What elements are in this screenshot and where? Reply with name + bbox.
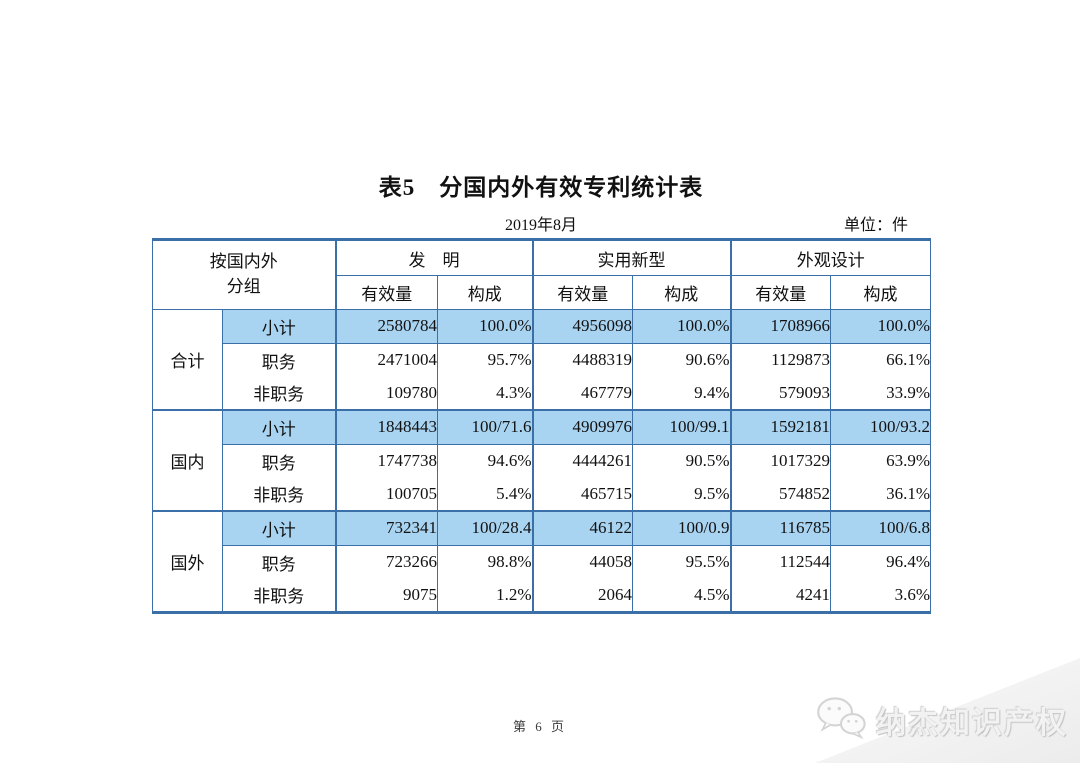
value-cell: 112544 (729, 544, 831, 579)
value-cell: 44058 (531, 544, 633, 579)
percent-cell: 33.9% (830, 376, 931, 411)
percent-cell: 98.8% (437, 544, 533, 579)
column-group-design: 外观设计 (729, 239, 931, 276)
percent-cell: 90.6% (632, 342, 731, 377)
value-cell: 4241 (729, 578, 831, 614)
header-row-subcolumns: 有效量 构成 有效量 构成 有效量 构成 (153, 275, 931, 310)
percent-cell: 4.3% (437, 376, 533, 411)
value-cell: 723266 (334, 544, 438, 579)
table-caption-row: 2019年8月 单位：件 (152, 211, 930, 237)
corner-header: 按国内外 分组 (152, 239, 336, 310)
column-group-invention: 发 明 (334, 239, 533, 276)
value-cell: 2064 (531, 578, 633, 614)
percent-cell: 100/93.2 (830, 409, 931, 445)
group-label-domestic: 国内 (152, 409, 223, 512)
row-label: 职务 (222, 443, 336, 478)
table-row-service: 职务 1747738 94.6% 4444261 90.5% 1017329 6… (153, 443, 931, 478)
table-row-service: 职务 723266 98.8% 44058 95.5% 112544 96.4% (153, 544, 931, 579)
value-cell: 1708966 (729, 309, 831, 344)
percent-cell: 100/0.9 (632, 510, 731, 546)
header-row-groups: 按国内外 分组 发 明 实用新型 外观设计 (152, 239, 931, 310)
percent-cell: 3.6% (830, 578, 931, 614)
column-header-composition: 构成 (830, 275, 931, 310)
unit-label: 单位：件 (843, 217, 908, 234)
percent-cell: 90.5% (632, 443, 731, 478)
percent-cell: 100/71.6 (437, 409, 533, 445)
percent-cell: 66.1% (830, 342, 931, 377)
wechat-logo-icon (814, 694, 868, 745)
percent-cell: 95.7% (437, 342, 533, 377)
row-label: 非职务 (222, 578, 336, 614)
watermark-logo: 纳杰知识产权 (814, 694, 1068, 745)
value-cell: 9075 (334, 578, 438, 614)
value-cell: 579093 (729, 376, 831, 411)
column-header-valid-amount: 有效量 (531, 275, 633, 310)
patent-statistics-table: 按国内外 分组 发 明 实用新型 外观设计 有效量 构成 有效量 构成 有效量 … (152, 238, 931, 615)
value-cell: 109780 (334, 376, 438, 411)
value-cell: 465715 (531, 477, 633, 512)
value-cell: 1017329 (729, 443, 831, 478)
value-cell: 116785 (729, 510, 831, 546)
percent-cell: 100.0% (437, 309, 533, 344)
value-cell: 4956098 (531, 309, 633, 344)
percent-cell: 63.9% (830, 443, 931, 478)
percent-cell: 4.5% (632, 578, 731, 614)
corner-header-line1: 按国内外 (209, 252, 278, 272)
row-label: 小计 (222, 510, 336, 546)
percent-cell: 100.0% (632, 309, 731, 344)
value-cell: 100705 (334, 477, 438, 512)
percent-cell: 100.0% (830, 309, 931, 344)
table-row-subtotal: 国外 小计 732341 100/28.4 46122 100/0.9 1167… (152, 510, 931, 614)
watermark-text: 纳杰知识产权 (876, 706, 1068, 740)
percent-cell: 94.6% (437, 443, 533, 478)
corner-header-line2: 分组 (226, 277, 261, 296)
value-cell: 732341 (334, 510, 438, 546)
table-row-nonservice: 非职务 100705 5.4% 465715 9.5% 574852 36.1% (153, 477, 931, 512)
value-cell: 574852 (729, 477, 831, 512)
row-label: 职务 (222, 342, 336, 377)
percent-cell: 9.5% (632, 477, 731, 512)
percent-cell: 100/28.4 (437, 510, 533, 546)
table-row-subtotal: 国内 小计 1848443 100/71.6 4909976 100/99.1 … (152, 409, 931, 512)
column-group-utility-model: 实用新型 (531, 239, 731, 276)
percent-cell: 1.2% (437, 578, 533, 614)
footer-page-number: 第 6 页 (512, 719, 567, 734)
value-cell: 1129873 (729, 342, 831, 377)
table-row-subtotal: 合计 小计 2580784 100.0% 4956098 100.0% 1708… (152, 309, 931, 411)
value-cell: 4444261 (531, 443, 633, 478)
column-header-composition: 构成 (632, 275, 731, 310)
value-cell: 1747738 (334, 443, 438, 478)
value-cell: 2471004 (334, 342, 438, 377)
percent-cell: 100/6.8 (830, 510, 931, 546)
column-header-composition: 构成 (437, 275, 533, 310)
table-subtitle-date: 2019年8月 (504, 217, 578, 234)
row-label: 非职务 (222, 477, 336, 512)
row-label: 职务 (222, 544, 336, 579)
value-cell: 1848443 (334, 409, 438, 445)
value-cell: 467779 (531, 376, 633, 411)
row-label: 小计 (222, 409, 336, 445)
value-cell: 4909976 (531, 409, 633, 445)
column-header-valid-amount: 有效量 (729, 275, 831, 310)
table-row-nonservice: 非职务 109780 4.3% 467779 9.4% 579093 33.9% (153, 376, 931, 411)
table-row-nonservice: 非职务 9075 1.2% 2064 4.5% 4241 3.6% (153, 578, 931, 614)
row-label: 小计 (222, 309, 336, 344)
value-cell: 2580784 (334, 309, 438, 344)
percent-cell: 96.4% (830, 544, 931, 579)
row-label: 非职务 (222, 376, 336, 411)
page-title: 表5 分国内外有效专利统计表 (378, 175, 704, 200)
percent-cell: 36.1% (830, 477, 931, 512)
percent-cell: 100/99.1 (632, 409, 731, 445)
value-cell: 1592181 (729, 409, 831, 445)
percent-cell: 95.5% (632, 544, 731, 579)
group-label-foreign: 国外 (152, 510, 223, 614)
value-cell: 46122 (531, 510, 633, 546)
group-label-total: 合计 (152, 309, 223, 411)
value-cell: 4488319 (531, 342, 633, 377)
column-header-valid-amount: 有效量 (334, 275, 438, 310)
table-row-service: 职务 2471004 95.7% 4488319 90.6% 1129873 6… (153, 342, 931, 377)
percent-cell: 9.4% (632, 376, 731, 411)
percent-cell: 5.4% (437, 477, 533, 512)
